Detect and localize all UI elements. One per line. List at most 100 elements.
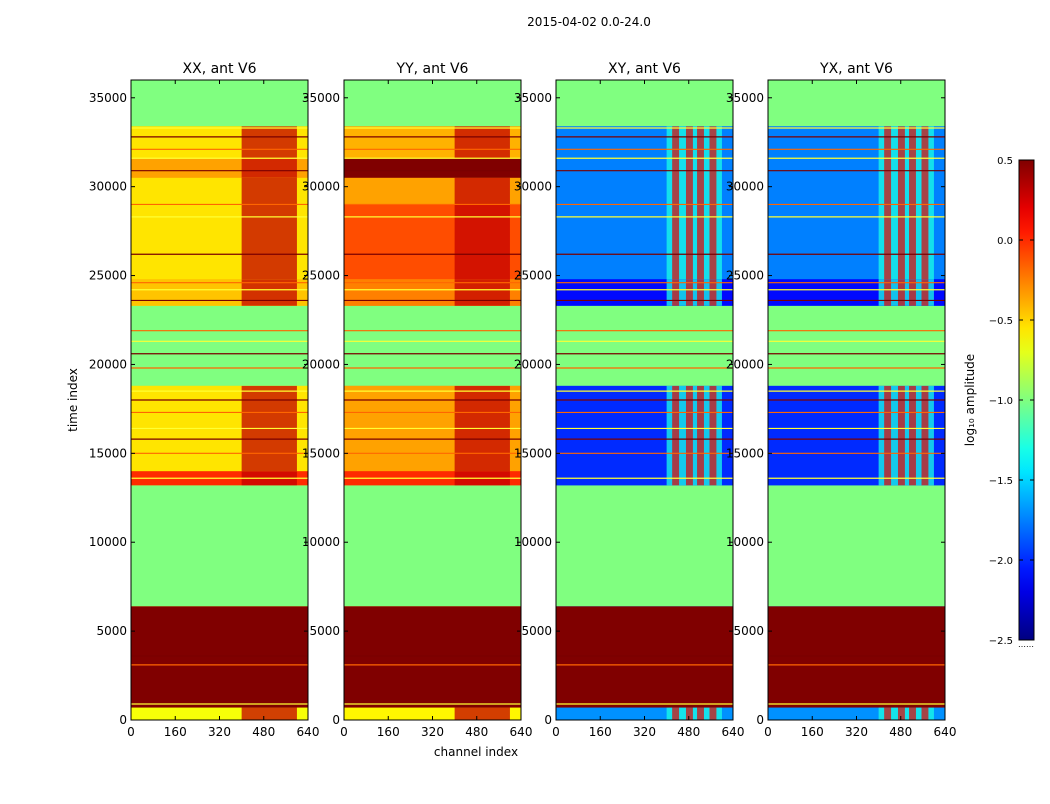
y-tick-label: 10000 [89,535,127,549]
rfi-column [909,385,916,486]
x-tick-label: 320 [208,725,231,739]
rfi-column [697,707,704,720]
rfi-column [685,126,693,280]
heatmap-band [556,485,733,607]
rfi-column [921,126,929,280]
x-tick-label: 160 [801,725,824,739]
y-tick-label: 0 [756,713,764,727]
y-tick-label: 35000 [726,91,764,105]
colorbar-tick-label: −2.0 [989,556,1013,567]
heatmap-band [768,80,945,127]
rfi-column [884,385,892,486]
rfi-column [672,279,680,306]
rfi-column [921,707,929,720]
y-tick-label: 20000 [302,357,340,371]
x-tick-label: 160 [589,725,612,739]
rfi-column [709,279,717,306]
rfi-column [909,279,916,306]
heatmap-band [131,80,308,127]
colorbar-gradient [1019,160,1034,640]
x-tick-label: 640 [297,725,320,739]
heatmap-band [344,606,521,708]
panel-title: XX, ant V6 [183,61,257,77]
rfi-block [241,158,297,178]
y-tick-label: 10000 [514,535,552,549]
rfi-block [878,707,934,720]
heatmap-band [131,485,308,607]
colorbar-tick-label: −1.0 [989,396,1013,407]
rfi-column [709,385,717,486]
rfi-column [697,279,704,306]
panel-0: XX, ant V6 0 160 320 480 640 0 5000 10000 15000 20… [89,61,320,739]
heatmap-cells [556,80,733,720]
rfi-column [921,385,929,486]
rfi-column [672,126,680,280]
y-tick-label: 0 [332,713,340,727]
rfi-column [709,707,717,720]
y-tick-label: 30000 [514,180,552,194]
rfi-block [241,177,297,280]
y-tick-label: 30000 [302,180,340,194]
panel-title: YX, ant V6 [819,61,893,77]
x-tick-label: 640 [510,725,533,739]
rfi-column [921,279,929,306]
x-tick-label: 0 [764,725,772,739]
rfi-column [884,126,892,280]
colorbar: 0.5 0.0 −0.5 −1.0 −1.5 −2.0 −2.5 [989,156,1035,647]
y-tick-label: 10000 [302,535,340,549]
rfi-column [685,279,693,306]
heatmap-panels: XX, ant V6 0 160 320 480 640 0 5000 10000 15000 20… [89,61,957,739]
rfi-column [897,707,905,720]
x-tick-label: 160 [164,725,187,739]
y-tick-label: 15000 [514,446,552,460]
x-tick-label: 160 [377,725,400,739]
rfi-column [897,126,905,280]
heatmap-band [344,80,521,127]
heatmap-band [556,305,733,386]
colorbar-tick-label: −2.5 [989,636,1013,647]
colorbar-tick-label: −0.5 [989,316,1013,327]
rfi-block [454,204,510,280]
rfi-block [454,707,510,720]
rfi-block [241,279,297,306]
heatmap-band [556,80,733,127]
y-tick-label: 25000 [726,269,764,283]
x-tick-label: 320 [421,725,444,739]
panel-title: YY, ant V6 [396,61,469,77]
rfi-column [709,126,717,280]
rfi-block [666,707,722,720]
heatmap-cells [344,80,521,720]
y-axis-label: time index [66,368,80,432]
colorbar-label: log₁₀ amplitude [963,354,977,446]
y-tick-label: 5000 [521,624,552,638]
y-tick-label: 0 [119,713,127,727]
panel-3: YX, ant V6 0 160 320 480 640 0 5000 10000 15000 20… [726,61,957,739]
heatmap-band [344,158,521,178]
panel-2: XY, ant V6 0 160 320 480 640 0 5000 10000 15000 20… [514,61,745,739]
x-tick-label: 640 [722,725,745,739]
y-tick-label: 20000 [726,357,764,371]
rfi-block [241,126,297,159]
heatmap-band [768,485,945,607]
y-tick-label: 35000 [89,91,127,105]
x-tick-label: 640 [934,725,957,739]
heatmap-band [344,485,521,607]
colorbar-tick-label: 0.5 [997,156,1013,167]
heatmap-band [131,305,308,386]
y-tick-label: 15000 [302,446,340,460]
heatmap-band [131,606,308,708]
heatmap-band [344,305,521,386]
y-tick-label: 35000 [514,91,552,105]
rfi-column [909,126,916,280]
y-tick-label: 5000 [309,624,340,638]
rfi-block [454,126,510,159]
y-tick-label: 10000 [726,535,764,549]
rfi-block [454,279,510,306]
y-tick-label: 30000 [89,180,127,194]
heatmap-band [768,606,945,708]
rfi-column [697,126,704,280]
y-tick-label: 5000 [733,624,764,638]
panel-1: YY, ant V6 0 160 320 480 640 0 5000 10000 15000 20… [302,61,533,739]
rfi-column [884,279,892,306]
